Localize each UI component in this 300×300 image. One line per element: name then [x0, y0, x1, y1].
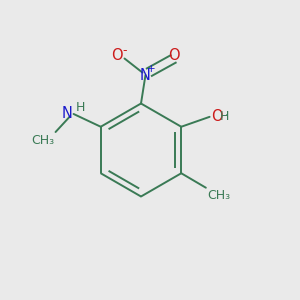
Text: O: O — [211, 109, 222, 124]
Text: ·: · — [225, 110, 229, 120]
Text: H: H — [220, 110, 229, 123]
Text: O: O — [111, 48, 123, 63]
Text: O: O — [168, 48, 180, 63]
Text: -: - — [123, 44, 127, 57]
Text: N: N — [140, 68, 151, 82]
Text: CH₃: CH₃ — [31, 134, 54, 146]
Text: CH₃: CH₃ — [207, 189, 230, 202]
Text: N: N — [62, 106, 73, 122]
Text: H: H — [75, 101, 85, 115]
Text: +: + — [147, 64, 156, 74]
